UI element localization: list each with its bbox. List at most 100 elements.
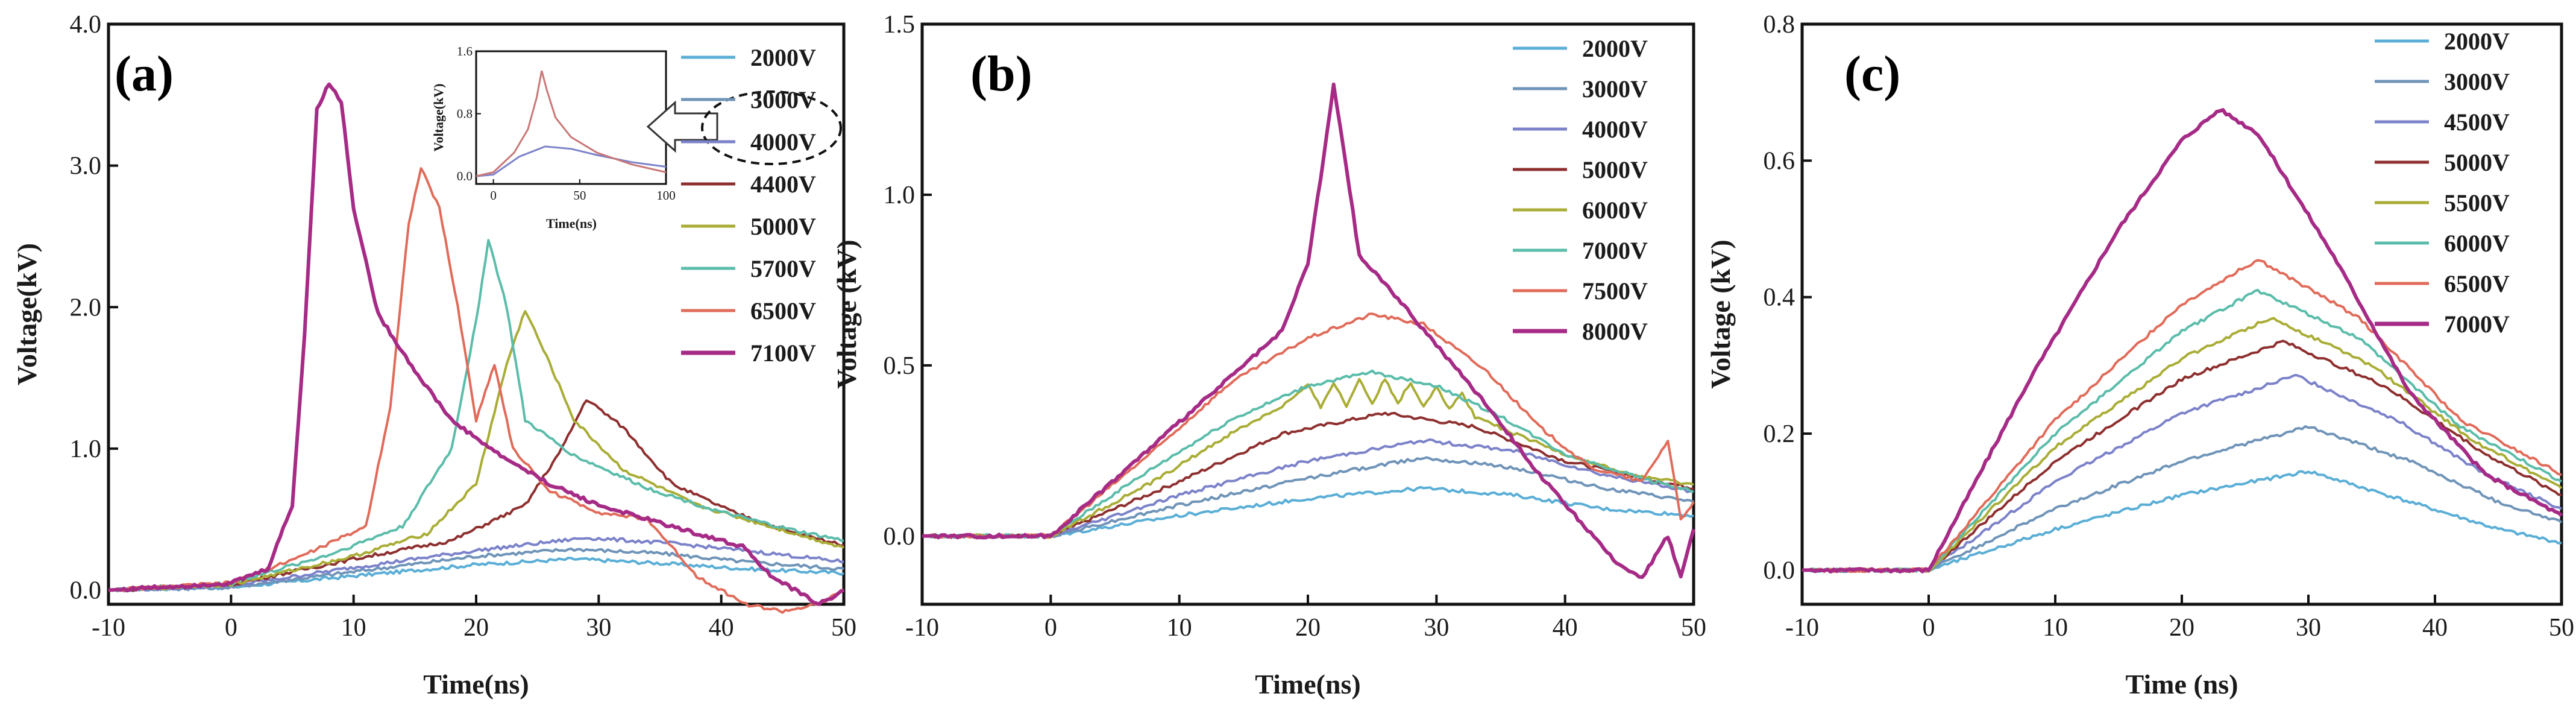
y-tick-label: 1.0: [884, 182, 916, 209]
series-line-4000V: [922, 438, 1694, 539]
inset-y-label: Voltage(kV): [431, 84, 446, 152]
inset-x-tick-label: 50: [573, 188, 586, 203]
inset-x-label: Time(ns): [546, 216, 597, 231]
y-tick-label: 0.5: [884, 352, 916, 380]
y-tick-label: 3.0: [70, 153, 102, 180]
y-tick-label: 0.0: [1764, 557, 1795, 584]
series-line-7100V: [108, 82, 845, 606]
series-line-2000V: [922, 485, 1694, 539]
legend-label: 6500V: [2444, 270, 2510, 297]
y-tick-label: 0.0: [884, 523, 916, 551]
series-b: [922, 82, 1695, 580]
x-tick-label: 50: [1681, 614, 1706, 642]
panel-label-c: (c): [1844, 46, 1900, 102]
y-tick-label: 0.4: [1764, 284, 1795, 312]
x-tick-label: -10: [905, 614, 939, 642]
y-axis-label-a: Voltage(kV): [11, 243, 42, 385]
legend-label: 5000V: [2444, 149, 2510, 176]
x-tick-label: 20: [463, 614, 489, 642]
legend-b: 2000V 3000V 4000V 5000V 6000V 7000V 7500V 8000V: [1513, 35, 1648, 345]
legend-label: 3000V: [750, 86, 816, 113]
panel-b: -10 0 10 20 30 40 500.00.51.01.5 (b) Time(ns) …: [831, 11, 1706, 700]
series-line-5500V: [1802, 317, 2563, 574]
arrow-icon: [646, 100, 718, 153]
panel-c: -10 0 10 20 30 40 50 0.0 0.2 0.4 0.6 0.8 (c) Time (…: [1705, 11, 2574, 700]
series-c: [1802, 108, 2563, 574]
x-tick-label: 30: [2296, 614, 2321, 642]
x-tick-label: 50: [2549, 614, 2574, 642]
legend-label: 3000V: [2444, 68, 2510, 95]
x-tick-label: 40: [2422, 614, 2448, 642]
legend-a: 2000V 3000V 4000V 4400V 5000V 5700V 6500V 7100V: [681, 44, 816, 367]
x-tick-label: 0: [1923, 614, 1935, 642]
legend-label: 6000V: [1582, 197, 1648, 224]
inset-series: [476, 71, 667, 177]
x-tick-label: 20: [1295, 614, 1321, 642]
legend-label: 4400V: [750, 171, 816, 198]
series-line-2000V: [1802, 470, 2562, 574]
ticks-c: -10 0 10 20 30 40 50 0.0 0.2 0.4 0.6 0.8: [1764, 11, 2575, 642]
series-line-8000V: [922, 82, 1695, 580]
x-tick-label: -10: [1785, 614, 1819, 642]
y-tick-label: 4.0: [70, 11, 102, 39]
panel-a: -10 0 10 20 30 40 50 0.0 1.0 2.0 3.0 4.0 (a) Time(n…: [11, 11, 856, 700]
ticks-a: -10 0 10 20 30 40 50 0.0 1.0 2.0 3.0 4.0: [70, 11, 857, 642]
legend-label: 2000V: [750, 44, 816, 71]
x-tick-label: 10: [341, 614, 366, 642]
legend-label: 5700V: [750, 255, 816, 282]
x-tick-label: 0: [225, 614, 237, 642]
legend-label: 4000V: [750, 128, 816, 156]
y-tick-label: 1.5: [884, 11, 916, 39]
inset-y-tick-label: 1.6: [457, 44, 473, 58]
x-axis-label-a: Time(ns): [423, 669, 529, 700]
series-line-3000V: [1802, 425, 2563, 574]
ticks-b: -10 0 10 20 30 40 50 0.0 0.5 1.0 1.5: [884, 11, 1707, 642]
legend-label: 6500V: [750, 297, 816, 324]
panel-label-b: (b): [970, 46, 1032, 102]
inset-y-tick-label: 0.8: [457, 107, 473, 121]
series-line-4400V: [108, 399, 844, 592]
x-tick-label: 50: [831, 614, 856, 642]
legend-label: 7000V: [1582, 237, 1648, 264]
legend-label: 5000V: [750, 213, 816, 240]
inset-x-tick-label: 100: [656, 188, 676, 203]
legend-label: 6000V: [2444, 230, 2510, 257]
legend-label: 5500V: [2444, 189, 2510, 217]
legend-label: 2000V: [2444, 28, 2510, 55]
x-tick-label: -10: [92, 614, 125, 642]
legend-c: 2000V 3000V 4500V 5000V 5500V 6000V 6500V 7000V: [2375, 28, 2510, 338]
y-tick-label: 0.6: [1764, 147, 1795, 175]
x-tick-label: 20: [2169, 614, 2194, 642]
legend-label: 4000V: [1582, 116, 1648, 143]
inset-frame: [475, 50, 667, 185]
y-tick-label: 2.0: [70, 294, 102, 321]
x-axis-label-b: Time(ns): [1255, 669, 1361, 700]
y-tick-label: 1.0: [70, 435, 102, 463]
inset-ticks: 0 50 100 0.0 0.8 1.6: [457, 44, 676, 203]
x-tick-label: 40: [709, 614, 734, 642]
x-tick-label: 30: [1424, 614, 1449, 642]
y-tick-label: 0.2: [1764, 420, 1795, 448]
legend-label: 5000V: [1582, 156, 1648, 183]
series-line-4500V: [1802, 373, 2562, 574]
x-tick-label: 10: [1167, 614, 1192, 642]
legend-label: 7100V: [750, 340, 816, 367]
legend-label: 7000V: [2444, 311, 2510, 338]
legend-label: 4500V: [2444, 109, 2510, 136]
series-line-7000V: [1802, 108, 2563, 574]
legend-label: 7500V: [1582, 277, 1648, 305]
legend-label: 2000V: [1582, 35, 1648, 62]
panel-label-a: (a): [115, 46, 174, 102]
inset-y-tick-label: 0.0: [457, 169, 473, 183]
y-tick-label: 0.8: [1764, 11, 1795, 39]
x-axis-label-c: Time (ns): [2126, 669, 2238, 700]
x-tick-label: 10: [2043, 614, 2068, 642]
legend-label: 3000V: [1582, 75, 1648, 103]
dashed-highlight-ellipse: [701, 90, 842, 165]
series-line-5000V: [1802, 340, 2562, 574]
inset-a: 0 50 100 0.0 0.8 1.6 Time(ns) Voltage(kV): [431, 44, 842, 231]
x-tick-label: 30: [586, 614, 611, 642]
inset-x-tick-label: 0: [490, 188, 497, 203]
series-line-7000V: [922, 369, 1694, 539]
inset-series-line-4400V: [476, 71, 667, 177]
